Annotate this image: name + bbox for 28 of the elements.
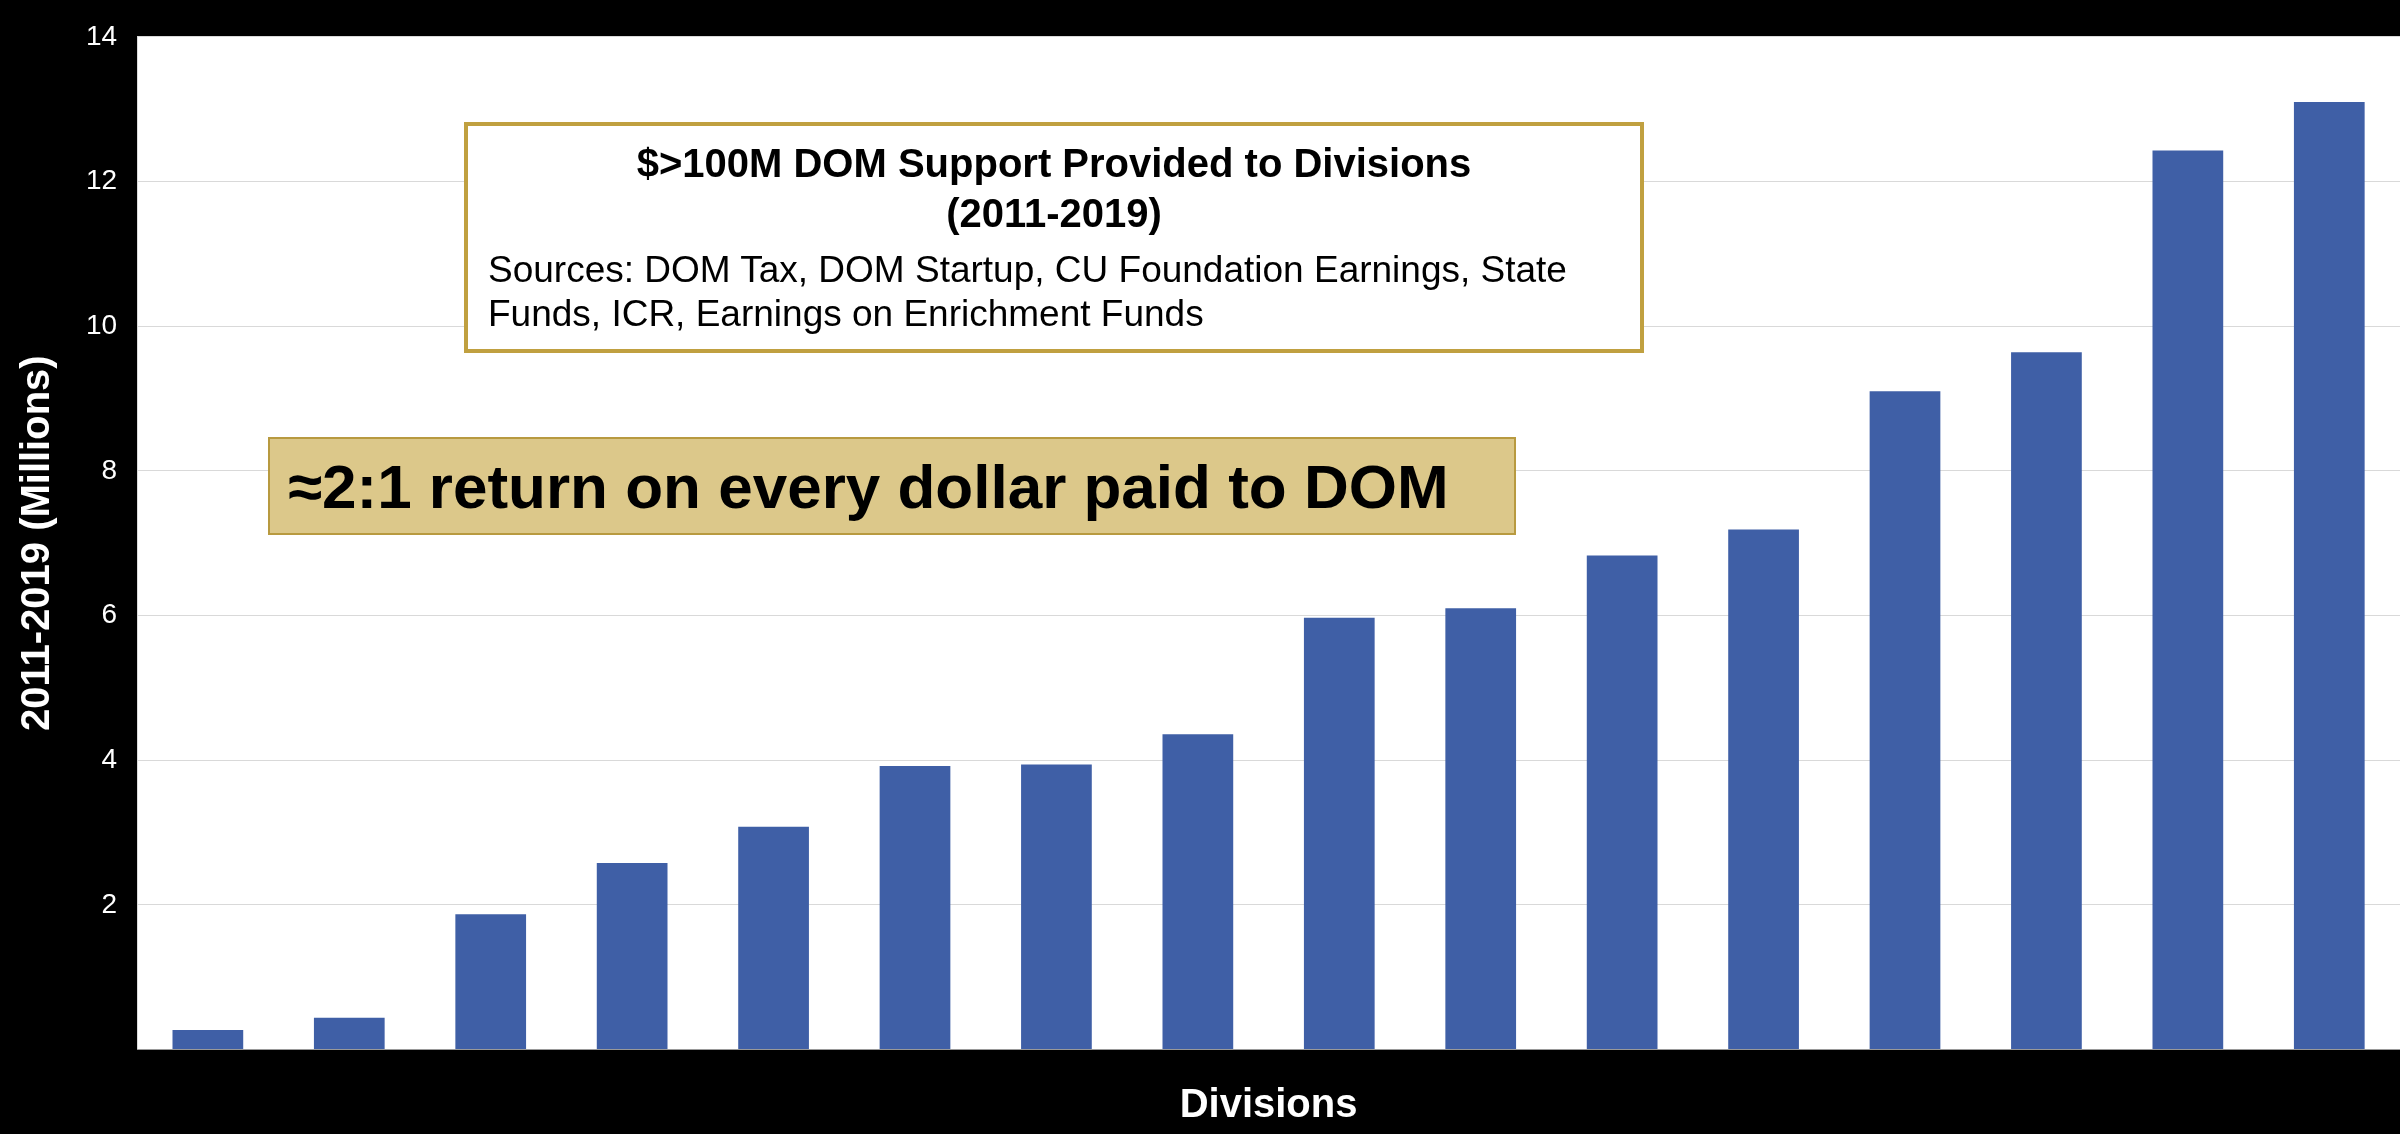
bar [1445,608,1517,1050]
y-tick-label: 2 [101,887,118,919]
y-tick-label: 8 [101,453,118,485]
bar [596,862,668,1050]
bar [1021,764,1092,1050]
bar [1586,555,1658,1050]
bar [879,766,951,1050]
bar [738,826,809,1050]
bar [455,914,527,1050]
y-tick-label: 12 [85,164,118,196]
bar [1303,617,1375,1050]
x-axis-title: Divisions [1179,1081,1358,1126]
bar [172,1030,244,1050]
y-tick-label: 14 [85,19,118,51]
y-tick-label: 6 [101,598,118,630]
bar [1162,734,1234,1050]
bar [2011,352,2082,1050]
bar [2293,101,2365,1050]
text: $>100M DOM Support Provided to Divisions (2011-2019) [635,140,1473,237]
y-axis-title: 2011-2019 (Millions) [13,355,58,732]
y-tick-label: 10 [85,308,118,340]
annotation: Sources: DOM Tax, DOM Startup, CU Foundation Earnings, State Funds, ICR, Earnings on Enrichment Funds [488,248,1568,337]
y-tick-label: 4 [101,742,118,774]
bar [1728,529,1799,1050]
bar [2152,150,2224,1050]
bar [1869,391,1941,1050]
bar [313,1017,385,1050]
annotation: ≈2:1 return on every dollar paid to DOM [268,437,1516,535]
